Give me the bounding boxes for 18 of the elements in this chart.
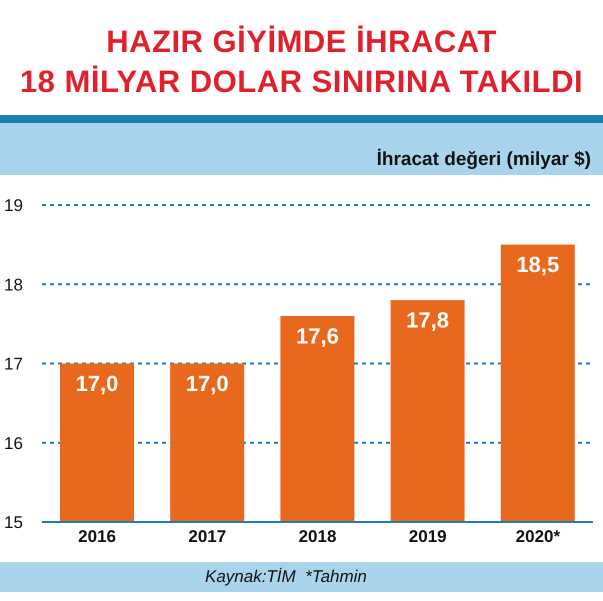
x-tick-label: 2016 [78, 527, 116, 546]
data-label: 17,6 [296, 324, 339, 349]
y-tick-label: 18 [4, 275, 23, 294]
y-tick-label: 17 [4, 354, 23, 374]
text: Kaynak:TİM *Tahmin [0, 562, 603, 592]
y-tick-label: 16 [4, 434, 23, 453]
y-tick-label: 15 [4, 513, 23, 532]
data-label: 17,0 [186, 371, 229, 396]
x-tick-label: 2019 [408, 527, 447, 546]
x-tick-label: 2017 [188, 527, 226, 546]
x-tick-label: 2018 [298, 527, 336, 546]
x-tick-label: 2020* [516, 527, 560, 546]
y-axis-title: İhracat değeri (milyar $) [376, 149, 592, 172]
y-tick-label: 19 [4, 196, 23, 216]
data-label: 18,5 [516, 252, 560, 278]
data-label: 17,0 [76, 371, 118, 396]
chart-title: HAZIR GİYİMDE İHRACAT 18 MİLYAR DOLAR SINIRINA TAKILDI [18, 23, 584, 101]
data-label: 17,8 [406, 308, 450, 333]
